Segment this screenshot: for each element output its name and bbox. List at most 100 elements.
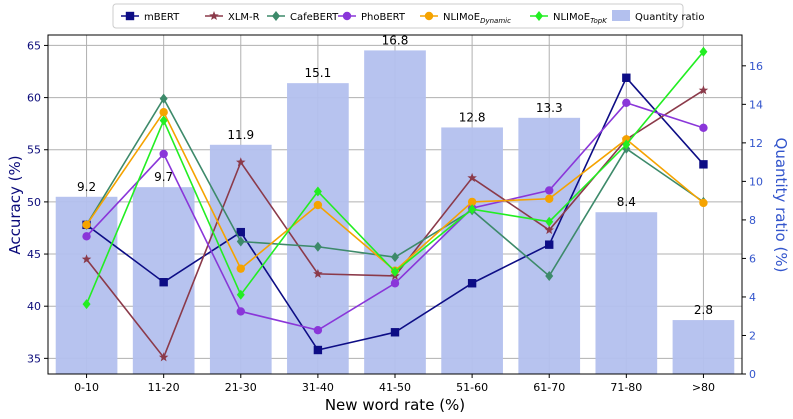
x-tick-label: 31-40 [302,381,334,394]
y2-tick-label: 6 [749,252,756,265]
point-marker [313,345,323,355]
point-marker [467,172,477,182]
x-tick-label: >80 [692,381,715,394]
point-marker [81,254,92,264]
legend-entry: Quantity ratio [612,10,704,23]
y2-tick-label: 10 [749,175,763,188]
point-marker [545,194,554,203]
accuracy-lines [81,46,709,362]
y2-tick-label: 16 [749,60,763,73]
point-marker [467,279,477,288]
point-marker [159,278,168,287]
point-marker [236,236,245,247]
point-marker [622,73,631,82]
y-tick-label: 55 [27,144,41,157]
point-marker [236,289,245,300]
point-marker [313,186,322,197]
legend-label: CafeBERT [290,12,339,23]
y2-tick-label: 8 [749,214,756,227]
point-marker [159,149,168,159]
y-tick-label: 35 [27,352,41,365]
point-marker [699,198,708,208]
point-marker [236,227,245,237]
point-marker [545,216,554,227]
point-marker [313,200,323,210]
point-marker [272,11,280,21]
bar-value-label: 13.3 [536,101,563,115]
y-tick-label: 60 [27,92,41,105]
point-marker [82,232,91,241]
y2-tick-label: 0 [749,368,756,381]
bar-value-label: 16.8 [382,33,409,47]
point-marker [125,11,135,21]
series-mbert [82,73,708,355]
point-marker [467,197,477,207]
bar-value-label: 15.1 [305,66,332,80]
point-marker [698,85,709,95]
quantity-bar [209,144,272,374]
legend-label: PhoBERT [361,12,406,23]
legend-entry: mBERT [121,11,180,23]
point-marker [545,270,554,281]
point-marker [236,157,246,167]
legend-entry: CafeBERT [267,11,339,23]
bar-value-label: 11.9 [227,128,254,142]
quantity-bar [441,127,503,374]
bar-value-label: 12.8 [459,110,486,124]
point-marker [622,98,631,108]
point-marker [159,107,168,117]
x-tick-label: 51-60 [456,381,488,394]
x-tick-label: 0-10 [74,381,99,394]
quantity-ratio-bars: 9.2 9.7 11.9 15.1 16.8 12.8 13.3 8.4 2.8 [55,33,735,375]
point-marker [158,352,169,362]
point-marker [313,325,323,335]
x-tick-label: 11-20 [148,381,180,394]
y2-tick-label: 4 [749,291,756,304]
point-marker [468,204,477,215]
y2-tick-label: 12 [749,137,763,150]
legend-entry: XLM-R [205,11,260,23]
point-marker [390,328,400,337]
point-marker [391,252,399,263]
quantity-bar [672,320,735,374]
point-marker [699,46,708,57]
x-axis-title: New word rate (%) [325,396,465,414]
point-marker [313,268,323,278]
x-tick-label: 41-50 [379,381,411,394]
y-tick-label: 40 [27,300,41,313]
legend-bar-swatch [612,10,630,21]
y-axis-title: Accuracy (%) [6,155,24,254]
legend-label: mBERT [144,12,180,23]
point-marker [545,240,554,249]
point-marker [313,241,322,252]
point-marker [622,139,631,150]
x-tick-label: 61-70 [533,381,565,394]
y-tick-label: 45 [27,248,41,261]
legend-label: XLM-R [228,12,260,23]
point-marker [236,307,245,316]
quantity-bar [595,212,658,374]
bar-value-label: 9.7 [154,170,173,184]
point-marker [699,123,708,133]
axes: 35 40 45 50 55 60 65 0 2 4 6 8 10 12 14 16 0-10 11-20 21-3… [27,39,763,394]
series-nlimoe-topk [82,46,708,310]
point-marker [535,11,543,21]
point-marker [209,11,219,21]
bar-value-label: 2.8 [694,303,713,317]
y2-axis-title: Quantity ratio (%) [772,138,790,273]
legend-label: Quantity ratio [635,12,704,23]
point-marker [236,264,245,273]
x-tick-label: 71-80 [610,381,642,394]
bar-value-label: 8.4 [617,195,636,209]
point-marker [544,225,554,235]
quantity-bar [364,50,426,375]
point-marker [159,93,168,104]
point-marker [424,11,434,21]
legend-box [112,3,684,29]
point-marker [82,220,91,230]
point-marker [159,115,168,126]
point-marker [390,279,400,288]
y-tick-label: 50 [27,196,41,209]
bar-value-label: 9.2 [77,180,96,194]
